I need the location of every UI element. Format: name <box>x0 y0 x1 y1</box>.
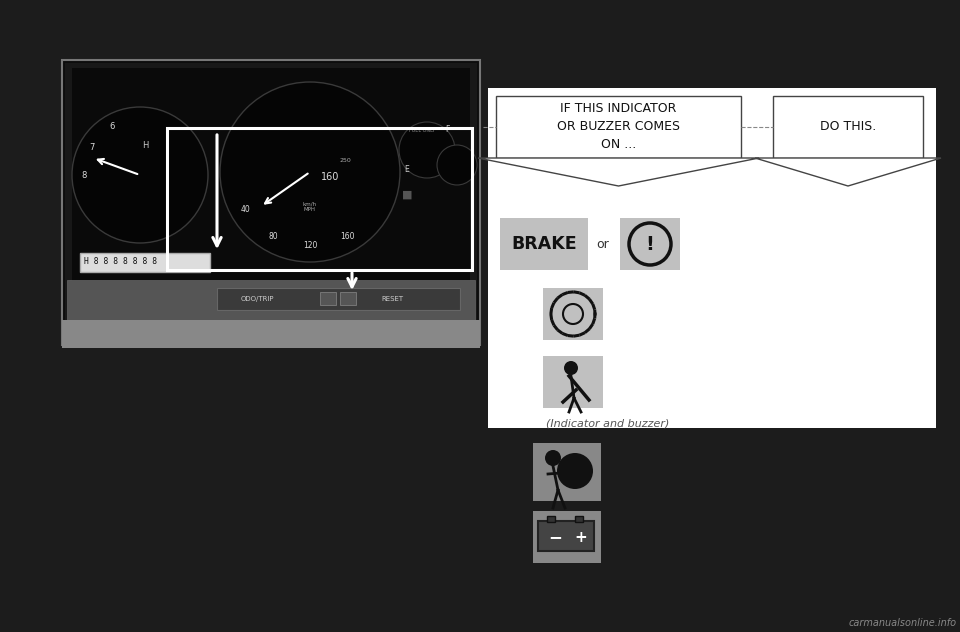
Text: 40: 40 <box>241 205 251 214</box>
Text: −: − <box>548 528 562 546</box>
Text: IF THIS INDICATOR
OR BUZZER COMES
ON ...: IF THIS INDICATOR OR BUZZER COMES ON ... <box>557 102 680 152</box>
Bar <box>340 292 356 305</box>
Text: 160: 160 <box>340 231 354 241</box>
Text: F: F <box>444 126 449 135</box>
Text: H 8 8 8 8 8 8 8: H 8 8 8 8 8 8 8 <box>84 257 157 267</box>
Bar <box>543 356 603 408</box>
Bar <box>217 288 460 310</box>
Text: RESET: RESET <box>381 296 403 302</box>
Text: BRAKE: BRAKE <box>511 235 577 253</box>
Bar <box>72 68 470 283</box>
Text: (Indicator and buzzer): (Indicator and buzzer) <box>546 418 670 428</box>
Bar <box>773 96 923 158</box>
Circle shape <box>564 361 578 375</box>
Bar <box>67 280 475 320</box>
Bar <box>575 516 583 522</box>
Circle shape <box>72 107 208 243</box>
Circle shape <box>545 450 561 466</box>
Text: !: ! <box>645 234 655 253</box>
Bar <box>547 516 555 522</box>
Bar <box>496 96 741 158</box>
Text: ■: ■ <box>401 190 412 200</box>
Bar <box>538 521 594 551</box>
Text: 80: 80 <box>268 231 277 241</box>
Bar <box>167 128 472 270</box>
Text: E: E <box>404 166 409 174</box>
Bar <box>62 320 480 348</box>
Circle shape <box>437 145 477 185</box>
Text: km/h
MPH: km/h MPH <box>303 202 317 212</box>
Bar <box>533 443 601 501</box>
Text: 7: 7 <box>89 142 94 152</box>
Polygon shape <box>755 158 941 186</box>
Text: or: or <box>596 238 610 250</box>
Bar <box>65 63 477 342</box>
Bar <box>533 511 601 563</box>
Bar <box>620 218 680 270</box>
Text: +: + <box>575 530 588 545</box>
Bar <box>543 288 603 340</box>
Bar <box>488 88 936 428</box>
Text: ODO/TRIP: ODO/TRIP <box>240 296 274 302</box>
Bar <box>80 253 210 272</box>
Bar <box>62 60 480 345</box>
Bar <box>320 292 336 305</box>
Text: FUEL ONLY: FUEL ONLY <box>409 128 435 133</box>
Text: carmanualsonline.info: carmanualsonline.info <box>849 618 957 628</box>
Text: 250: 250 <box>339 157 350 162</box>
Text: H: H <box>142 140 148 150</box>
Text: 8: 8 <box>82 171 86 179</box>
Text: 160: 160 <box>321 172 339 182</box>
Text: 120: 120 <box>302 241 317 250</box>
Text: DO THIS.: DO THIS. <box>820 121 876 133</box>
Circle shape <box>220 82 400 262</box>
Bar <box>500 218 588 270</box>
Circle shape <box>399 122 455 178</box>
Circle shape <box>557 453 593 489</box>
Text: 6: 6 <box>109 122 114 131</box>
Polygon shape <box>478 158 759 186</box>
